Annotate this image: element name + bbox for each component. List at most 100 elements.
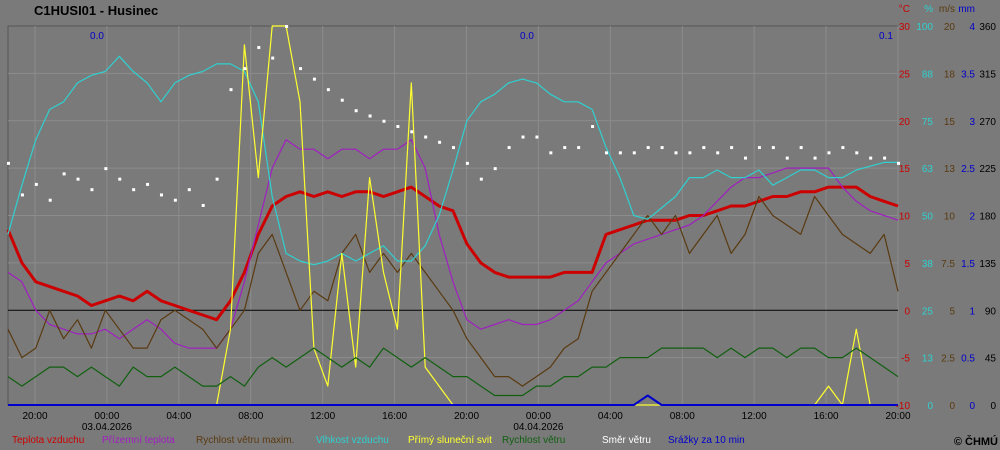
wind-direction-point [173, 198, 177, 202]
axis-tick-label: 315 [979, 69, 996, 80]
wind-direction-point [368, 114, 372, 118]
wind-direction-point [479, 177, 483, 181]
series-gust-line [7, 195, 899, 387]
series-humidity-line [7, 55, 898, 266]
wind-direction-point [146, 182, 150, 186]
wind-direction-point [229, 88, 233, 92]
wind-direction-point [299, 67, 303, 71]
legend: Teplota vzduchu Přízemní teplota Rychlost … [12, 435, 745, 446]
axis-tick-label: 45 [985, 354, 997, 365]
axis-tick-label: 135 [979, 259, 996, 270]
legend-item-sun: Přímý sluneční svit [408, 435, 492, 446]
copyright: © ČHMÚ [954, 435, 998, 448]
series-wind-line [7, 347, 899, 397]
precip-total-label: 0.1 [879, 31, 893, 42]
axis-tick-label: 30 [899, 22, 911, 33]
wind-direction-point [799, 146, 803, 150]
wind-direction-point [855, 151, 859, 155]
wind-direction-point [591, 125, 595, 129]
axis-tick-label: 10 [944, 212, 956, 223]
precip-total-label: 0.0 [90, 31, 104, 42]
wind-direction-point [744, 156, 748, 160]
wind-direction-point [20, 193, 24, 197]
wind-direction-point [104, 167, 108, 171]
wind-direction-point [577, 146, 581, 150]
axis-tick-label: 2.5 [961, 164, 975, 175]
wind-direction-point [354, 109, 358, 113]
axis-tick-label: 75 [922, 117, 934, 128]
wind-direction-point [897, 161, 900, 165]
axis-tick-label: 2.5 [941, 354, 955, 365]
axis-tick-label: 3.5 [961, 69, 975, 80]
wind-direction-point [243, 67, 247, 71]
wind-direction-point [549, 151, 553, 155]
wind-direction-point [34, 182, 38, 186]
x-tick-label: 16:00 [814, 411, 839, 422]
axis-tick-label: 7.5 [941, 259, 955, 270]
x-tick-label: 12:00 [310, 411, 335, 422]
axis-tick-label: 20 [944, 22, 956, 33]
x-tick-label: 04:00 [166, 411, 191, 422]
precip-totals: 0.0 0.0 0.1 [90, 31, 893, 42]
wind-direction-point [813, 156, 817, 160]
wind-direction-point [382, 119, 386, 123]
wind-direction-point [132, 188, 136, 192]
axis-tick-label: 0.5 [961, 354, 975, 365]
legend-item-precip: Srážky za 10 min [668, 435, 745, 446]
wind-direction-point [396, 125, 400, 129]
wind-direction-point [688, 151, 692, 155]
wind-direction-point [465, 161, 469, 165]
wind-direction-point [521, 135, 525, 139]
axis-unit-label: mm [958, 4, 975, 15]
wind-direction-point [76, 177, 80, 181]
x-axis-ticks: 20:00 00:00 04:00 08:00 12:00 16:00 20:00 00:00… [22, 411, 910, 433]
axis-tick-label: 50 [922, 212, 934, 223]
wind-direction-point [716, 151, 720, 155]
wind-direction-point [201, 203, 205, 207]
axis-tick-label: 0 [904, 306, 910, 317]
wind-direction-point [785, 156, 789, 160]
wind-direction-point [827, 151, 831, 155]
series-ground-line [7, 139, 899, 349]
wind-direction-point [841, 146, 845, 150]
x-tick-label: 00:00 [94, 411, 119, 422]
axis-tick-label: 1 [969, 306, 975, 317]
axis-tick-label: 180 [979, 212, 996, 223]
wind-direction-point [674, 151, 678, 155]
wind-direction-point [159, 193, 163, 197]
wind-direction-point [62, 172, 66, 176]
wind-direction-point [326, 88, 330, 92]
wind-direction-point [632, 151, 636, 155]
wind-direction-point [493, 167, 497, 171]
wind-direction-point [604, 151, 608, 155]
wind-direction-point [757, 146, 761, 150]
series-precip-line [8, 394, 898, 406]
legend-item-wind: Rychlost větru [502, 435, 565, 446]
x-tick-label: 00:00 [526, 411, 551, 422]
axis-tick-label: 2 [969, 212, 975, 223]
wind-direction-point [507, 146, 511, 150]
wind-direction-point [660, 146, 664, 150]
x-tick-label: 08:00 [238, 411, 263, 422]
wind-direction-point [410, 130, 414, 134]
wind-direction-point [118, 177, 122, 181]
wind-direction-point [883, 156, 887, 160]
axis-tick-label: 0 [990, 401, 996, 412]
axis-tick-label: 15 [899, 164, 911, 175]
x-tick-label: 12:00 [742, 411, 767, 422]
wind-direction-point [340, 98, 344, 102]
wind-direction-point [271, 56, 275, 60]
wind-direction-point [563, 146, 567, 150]
axis-tick-label: 90 [985, 306, 997, 317]
wind-direction-point [646, 146, 650, 150]
wind-direction-point [285, 25, 289, 28]
axis-tick-label: 360 [979, 22, 996, 33]
wind-direction-point [535, 135, 539, 139]
wind-direction-point [424, 135, 428, 139]
axis-unit-label: m/s [939, 4, 955, 15]
wind-direction-point [869, 156, 873, 160]
chart-title: C1HUSI01 - Husinec [34, 3, 158, 18]
legend-item-humidity: Vlhkost vzduchu [316, 435, 389, 446]
legend-item-dir: Směr větru [602, 435, 651, 446]
